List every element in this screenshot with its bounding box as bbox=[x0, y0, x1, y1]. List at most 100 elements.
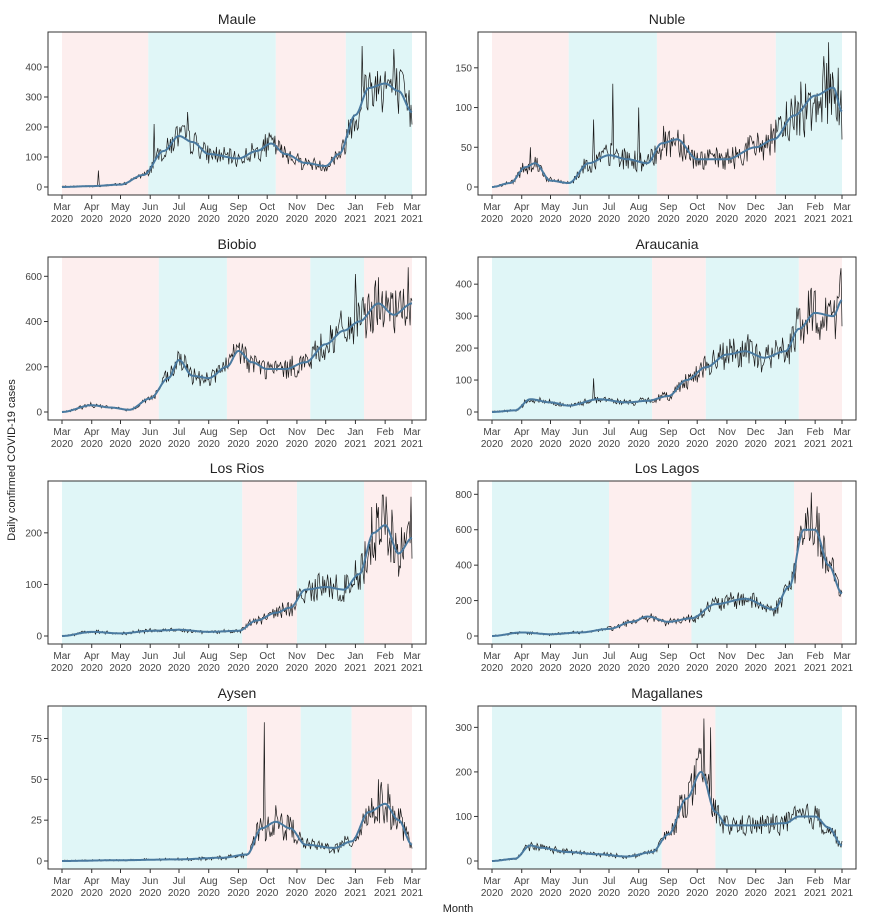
x-tick-label-year: 2020 bbox=[168, 214, 191, 225]
x-tick-label-year: 2020 bbox=[51, 439, 74, 450]
x-tick-label-month: May bbox=[111, 876, 130, 887]
panel-title: Aysen bbox=[218, 685, 257, 701]
panel-title: Araucania bbox=[635, 236, 698, 252]
x-tick-label-year: 2020 bbox=[286, 439, 309, 450]
x-tick-label-month: Mar bbox=[403, 427, 421, 438]
x-tick-label-year: 2020 bbox=[315, 663, 338, 674]
x-tick-label-month: Oct bbox=[689, 651, 705, 662]
band-cyan bbox=[568, 32, 657, 195]
x-tick-label-year: 2021 bbox=[344, 439, 367, 450]
x-tick-label-year: 2020 bbox=[716, 663, 739, 674]
x-tick-label-year: 2020 bbox=[511, 439, 534, 450]
x-tick-label-year: 2021 bbox=[774, 439, 797, 450]
y-tick-label: 0 bbox=[36, 408, 42, 419]
panel-frame bbox=[477, 31, 857, 196]
x-tick-label-month: Nov bbox=[718, 651, 736, 662]
x-tick-label-year: 2020 bbox=[227, 663, 250, 674]
x-tick-label-year: 2020 bbox=[745, 663, 768, 674]
x-tick-label-year: 2020 bbox=[109, 214, 132, 225]
x-tick-label-month: Mar bbox=[483, 651, 501, 662]
x-tick-label-year: 2020 bbox=[628, 663, 651, 674]
y-tick-label: 600 bbox=[455, 525, 472, 536]
x-tick-label-year: 2020 bbox=[657, 439, 680, 450]
x-tick-label-year: 2020 bbox=[198, 888, 221, 899]
band-cyan bbox=[691, 481, 795, 644]
x-tick-label-year: 2020 bbox=[657, 663, 680, 674]
panel-araucania: Araucania0100200300400Mar2020Apr2020May2… bbox=[455, 236, 857, 450]
x-tick-label-month: May bbox=[541, 202, 560, 213]
band-pink bbox=[364, 481, 412, 644]
x-tick-label-year: 2020 bbox=[81, 214, 104, 225]
panel-frame bbox=[47, 256, 427, 421]
x-tick-label-month: Mar bbox=[53, 876, 71, 887]
x-axis-title: Month bbox=[443, 903, 474, 915]
x-tick-label-month: Jun bbox=[572, 202, 588, 213]
x-tick-label-year: 2020 bbox=[716, 888, 739, 899]
x-tick-label-year: 2021 bbox=[804, 214, 827, 225]
x-tick-label-year: 2020 bbox=[745, 439, 768, 450]
x-tick-label-month: Feb bbox=[807, 651, 825, 662]
y-tick-label: 150 bbox=[455, 63, 472, 74]
x-tick-label-month: Feb bbox=[377, 427, 395, 438]
y-tick-label: 600 bbox=[25, 272, 42, 283]
band-pink bbox=[492, 32, 569, 195]
x-tick-label-year: 2020 bbox=[686, 439, 709, 450]
x-tick-label-year: 2021 bbox=[401, 214, 424, 225]
x-tick-label-year: 2020 bbox=[511, 214, 534, 225]
x-tick-label-year: 2021 bbox=[344, 214, 367, 225]
x-tick-label-year: 2020 bbox=[286, 888, 309, 899]
panel-frame bbox=[477, 705, 857, 870]
x-tick-label-year: 2021 bbox=[774, 888, 797, 899]
x-tick-label-year: 2021 bbox=[374, 439, 397, 450]
x-tick-label-month: Jun bbox=[142, 876, 158, 887]
band-cyan bbox=[148, 32, 276, 195]
x-tick-label-month: Sep bbox=[660, 427, 678, 438]
x-tick-label-month: Sep bbox=[660, 876, 678, 887]
smoothed-trend-line bbox=[492, 299, 843, 413]
band-cyan bbox=[345, 32, 412, 195]
x-tick-label-month: Mar bbox=[53, 427, 71, 438]
y-tick-label: 100 bbox=[25, 580, 42, 591]
x-tick-label-month: Nov bbox=[288, 202, 306, 213]
x-tick-label-month: Dec bbox=[317, 427, 335, 438]
x-tick-label-month: Dec bbox=[747, 202, 765, 213]
y-tick-label: 200 bbox=[25, 123, 42, 134]
x-tick-label-month: Aug bbox=[200, 651, 218, 662]
x-tick-label-month: Mar bbox=[53, 202, 71, 213]
x-tick-label-year: 2020 bbox=[227, 888, 250, 899]
x-tick-label-month: Apr bbox=[514, 876, 530, 887]
x-tick-label-year: 2020 bbox=[686, 214, 709, 225]
x-tick-label-month: Jan bbox=[347, 202, 363, 213]
panel-title: Magallanes bbox=[631, 685, 703, 701]
x-tick-label-year: 2020 bbox=[168, 663, 191, 674]
x-tick-label-year: 2020 bbox=[686, 663, 709, 674]
x-tick-label-month: May bbox=[111, 427, 130, 438]
x-tick-label-month: Jan bbox=[777, 651, 793, 662]
x-tick-label-month: Jan bbox=[777, 876, 793, 887]
x-tick-label-year: 2020 bbox=[109, 439, 132, 450]
panel-magallanes: Magallanes0100200300Mar2020Apr2020May202… bbox=[455, 685, 857, 899]
panel-nuble: Nuble050100150Mar2020Apr2020May2020Jun20… bbox=[455, 11, 857, 225]
y-tick-label: 0 bbox=[466, 857, 472, 868]
x-tick-label-year: 2021 bbox=[831, 439, 854, 450]
smoothed-trend-line bbox=[62, 802, 413, 862]
x-tick-label-year: 2020 bbox=[598, 888, 621, 899]
band-pink bbox=[798, 257, 842, 420]
x-tick-label-month: Nov bbox=[718, 876, 736, 887]
x-tick-label-month: Dec bbox=[747, 427, 765, 438]
x-tick-label-year: 2020 bbox=[569, 663, 592, 674]
x-tick-label-month: Mar bbox=[833, 651, 851, 662]
band-pink bbox=[62, 257, 159, 420]
y-tick-label: 0 bbox=[36, 857, 42, 868]
x-tick-label-month: Dec bbox=[747, 876, 765, 887]
x-tick-label-month: Jul bbox=[603, 876, 616, 887]
x-tick-label-year: 2020 bbox=[539, 888, 562, 899]
x-tick-label-year: 2020 bbox=[511, 663, 534, 674]
band-cyan bbox=[62, 706, 248, 869]
x-tick-label-month: Mar bbox=[483, 427, 501, 438]
x-tick-label-month: Jul bbox=[173, 651, 186, 662]
x-tick-label-month: Sep bbox=[660, 651, 678, 662]
x-tick-label-year: 2020 bbox=[51, 663, 74, 674]
panel-frame bbox=[47, 31, 427, 196]
smoothed-trend-line bbox=[492, 770, 843, 862]
